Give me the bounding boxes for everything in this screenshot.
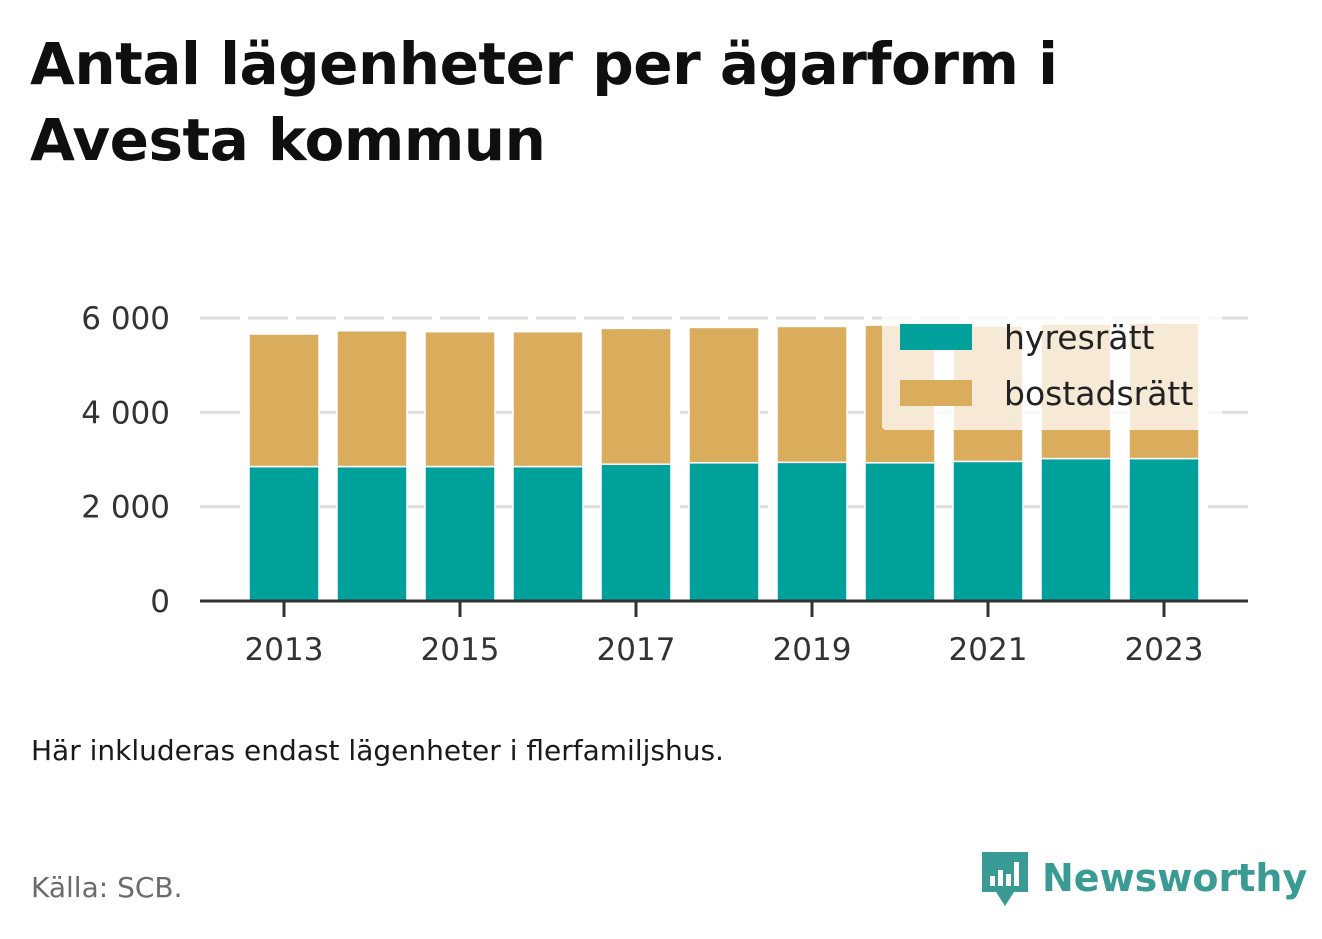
legend-label-bostadsratt: bostadsrätt bbox=[1004, 374, 1193, 413]
bar-bostadsratt bbox=[512, 330, 584, 468]
chart-title: Antal lägenheter per ägarform i Avesta k… bbox=[30, 30, 1058, 174]
bar-hyresratt bbox=[776, 461, 848, 602]
bar-hyresratt bbox=[1040, 457, 1112, 602]
brand-logo: Newsworthy bbox=[980, 848, 1307, 908]
brand-name: Newsworthy bbox=[1042, 856, 1308, 900]
bar-hyresratt bbox=[952, 460, 1024, 602]
chart-note: Här inkluderas endast lägenheter i flerf… bbox=[31, 734, 724, 767]
bar-bostadsratt bbox=[248, 333, 320, 468]
x-tick-label: 2021 bbox=[949, 632, 1028, 668]
axes: 0 2 000 4 000 6 000 2013 2015 2017 2019 2021 2023 bbox=[81, 301, 1248, 668]
y-tick-label: 4 000 bbox=[81, 395, 170, 431]
x-tick-label: 2015 bbox=[421, 632, 500, 668]
legend-swatch-bostadsratt bbox=[900, 380, 972, 406]
bar-hyresratt bbox=[336, 465, 408, 602]
bar-hyresratt bbox=[864, 462, 936, 602]
bar-bostadsratt bbox=[600, 327, 672, 465]
bar-bostadsratt bbox=[688, 326, 760, 464]
bar-hyresratt bbox=[512, 465, 584, 602]
legend: hyresrätt bostadsrätt bbox=[882, 312, 1222, 430]
bar-hyresratt bbox=[1128, 457, 1200, 602]
legend-swatch-hyresratt bbox=[900, 324, 972, 350]
bar-bostadsratt bbox=[776, 325, 848, 464]
y-tick-label: 2 000 bbox=[81, 490, 170, 526]
bar-hyresratt bbox=[688, 462, 760, 602]
bar-hyresratt bbox=[600, 463, 672, 602]
newsworthy-logo-icon bbox=[982, 852, 1028, 906]
x-tick-label: 2017 bbox=[597, 632, 676, 668]
source-text: Källa: SCB. bbox=[31, 871, 183, 904]
x-tick-label: 2023 bbox=[1125, 632, 1204, 668]
y-tick-label: 0 bbox=[150, 584, 170, 620]
bar-bostadsratt bbox=[424, 330, 496, 468]
y-tick-label: 6 000 bbox=[81, 301, 170, 337]
x-tick-label: 2019 bbox=[773, 632, 852, 668]
bar-hyresratt bbox=[248, 465, 320, 602]
x-tick-label: 2013 bbox=[245, 632, 324, 668]
legend-label-hyresratt: hyresrätt bbox=[1004, 318, 1155, 357]
bar-bostadsratt bbox=[336, 329, 408, 468]
bar-hyresratt bbox=[424, 465, 496, 602]
